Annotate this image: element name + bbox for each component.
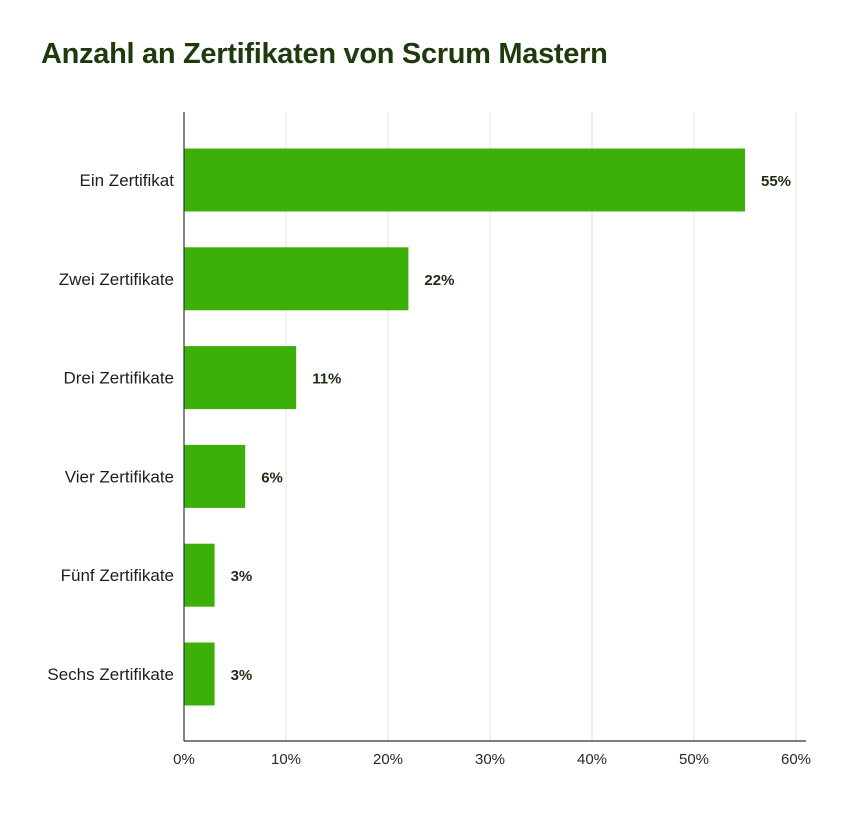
x-tick-label-0: 0% <box>173 751 195 768</box>
data-label-5: 3% <box>231 568 253 585</box>
x-tick-label-20: 20% <box>373 751 403 768</box>
category-label-1: Ein Zertifikat <box>80 171 175 190</box>
data-label-2: 22% <box>424 272 454 289</box>
axes: 0% 10% 20% 30% 40% 50% 60% <box>173 112 811 768</box>
bars <box>184 148 745 706</box>
x-tick-label-30: 30% <box>475 751 505 768</box>
bar-4 <box>184 444 246 508</box>
x-tick-label-50: 50% <box>679 751 709 768</box>
data-label-1: 55% <box>761 173 791 190</box>
data-label-3: 11% <box>312 371 341 388</box>
category-label-3: Drei Zertifikate <box>63 369 174 388</box>
x-tick-label-10: 10% <box>271 751 301 768</box>
chart-title: Anzahl an Zertifikaten von Scrum Mastern <box>41 38 608 70</box>
category-label-5: Fünf Zertifikate <box>61 566 174 585</box>
bar-5 <box>184 543 215 607</box>
data-label-6: 3% <box>231 667 253 684</box>
category-label-4: Vier Zertifikate <box>65 467 174 486</box>
x-tick-label-40: 40% <box>577 751 607 768</box>
bar-2 <box>184 247 409 311</box>
bar-1 <box>184 148 745 212</box>
x-tick-label-60: 60% <box>781 751 811 768</box>
bar-6 <box>184 642 215 706</box>
data-label-4: 6% <box>261 469 283 486</box>
labels: Ein Zertifikat 55% Zwei Zertifikate 22% Drei… <box>47 171 791 684</box>
gridlines <box>285 112 797 741</box>
bar-3 <box>184 346 297 410</box>
category-label-6: Sechs Zertifikate <box>47 665 174 684</box>
category-label-2: Zwei Zertifikate <box>59 270 174 289</box>
